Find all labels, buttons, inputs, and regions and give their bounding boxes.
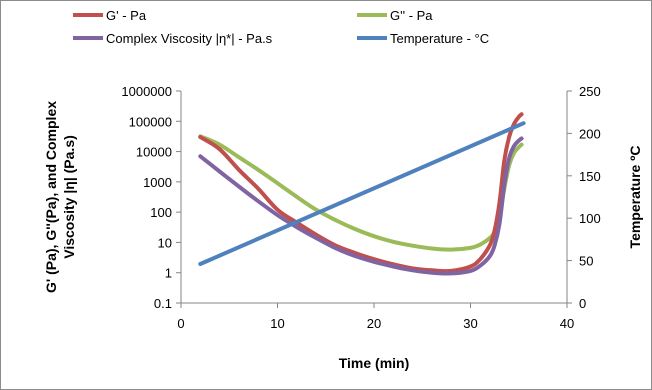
legend-item: Complex Viscosity |η*| - Pa.s xyxy=(73,31,273,46)
y-left-tick-label: 1000000 xyxy=(121,84,172,99)
y-left-tick-label: 1000 xyxy=(143,175,172,190)
y-left-tick-label: 100 xyxy=(150,205,172,220)
y-left-tick-label: 10 xyxy=(158,235,172,250)
y-left-tick-label: 100000 xyxy=(129,114,172,129)
legend-label: Complex Viscosity |η*| - Pa.s xyxy=(106,31,273,46)
y-right-tick-label: 100 xyxy=(579,211,601,226)
x-tick-label: 30 xyxy=(463,316,477,331)
series-line-g-prime xyxy=(198,112,524,274)
x-tick-label: 0 xyxy=(177,316,184,331)
y-right-tick-label: 150 xyxy=(579,169,601,184)
y-left-tick-label: 1 xyxy=(165,266,172,281)
x-tick-label: 40 xyxy=(560,316,574,331)
y-right-tick-label: 250 xyxy=(579,84,601,99)
y-right-tick-label: 0 xyxy=(579,296,586,311)
legend-item: G' - Pa xyxy=(73,8,147,23)
y-right-axis-title: Temperature ºC xyxy=(627,146,643,249)
ticks-layer: 0 10 20 30 400.11101001000100001000001000000… xyxy=(121,84,600,331)
legend-label: G'' - Pa xyxy=(390,8,433,23)
y-left-axis-title-line2: Viscosity |η| (Pa.s) xyxy=(61,135,77,259)
legend-item: Temperature - °C xyxy=(357,31,489,46)
series-layer xyxy=(198,112,526,276)
legend-label: G' - Pa xyxy=(106,8,147,23)
legend: G' - Pa G'' - Pa Complex Viscosity |η*| - … xyxy=(73,8,489,46)
legend-item: G'' - Pa xyxy=(357,8,433,23)
y-left-axis-title-line1: G' (Pa), G''(Pa), and Complex xyxy=(43,101,59,293)
y-left-tick-label: 0.1 xyxy=(154,296,172,311)
x-tick-label: 20 xyxy=(367,316,381,331)
series-line-temperature xyxy=(198,121,526,266)
legend-label: Temperature - °C xyxy=(390,31,489,46)
series-line-complex-viscosity xyxy=(198,136,524,276)
x-axis-title: Time (min) xyxy=(339,355,410,371)
y-left-axis-title: G' (Pa), G''(Pa), and Complex Viscosity … xyxy=(43,101,77,293)
y-right-tick-label: 50 xyxy=(579,254,593,269)
y-left-tick-label: 10000 xyxy=(136,145,172,160)
y-right-tick-label: 200 xyxy=(579,126,601,141)
x-tick-label: 10 xyxy=(270,316,284,331)
